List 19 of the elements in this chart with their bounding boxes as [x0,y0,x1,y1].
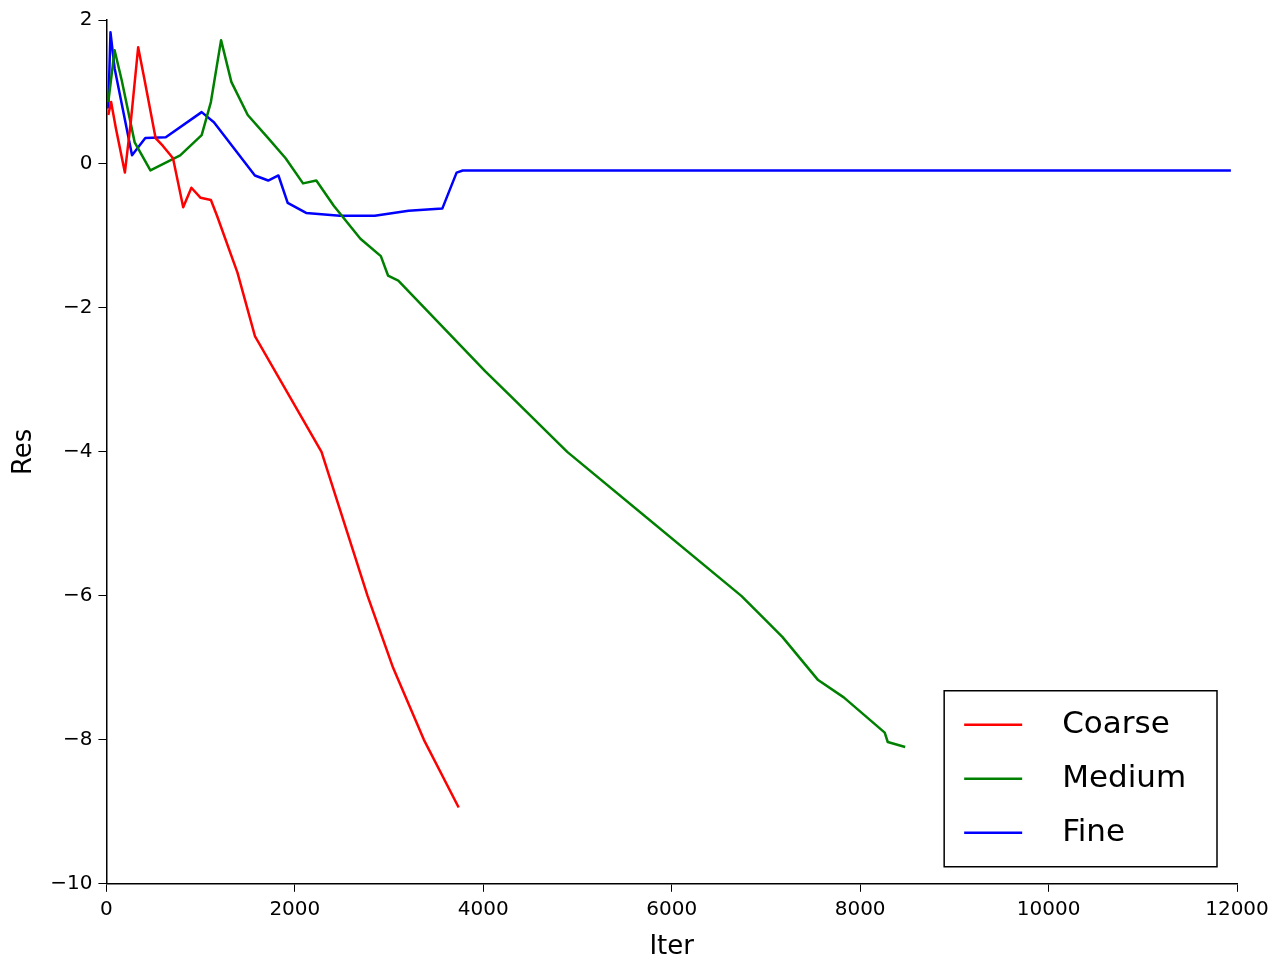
y-tick-label: −6 [62,582,93,607]
x-axis-title: Iter [649,930,695,961]
x-tick-label: 8000 [834,896,886,920]
y-tick-label: 2 [79,6,93,31]
legend-label: Fine [1062,811,1126,848]
y-tick-label: −4 [62,438,93,463]
y-axis-title: Res [7,428,38,476]
y-tick-label: −8 [62,726,93,751]
y-tick-label: −10 [50,870,93,894]
x-tick-label: 10000 [1016,896,1081,920]
legend-label: Medium [1062,757,1187,794]
x-tick-label: 2000 [269,896,321,920]
y-tick-label: −2 [62,294,93,319]
y-tick-label: 0 [79,150,93,175]
legend-label: Coarse [1062,703,1170,740]
x-tick-label: 6000 [646,896,698,920]
x-tick-label: 4000 [457,896,509,920]
x-tick-label: 0 [100,896,113,920]
x-tick-label: 12000 [1205,896,1269,920]
